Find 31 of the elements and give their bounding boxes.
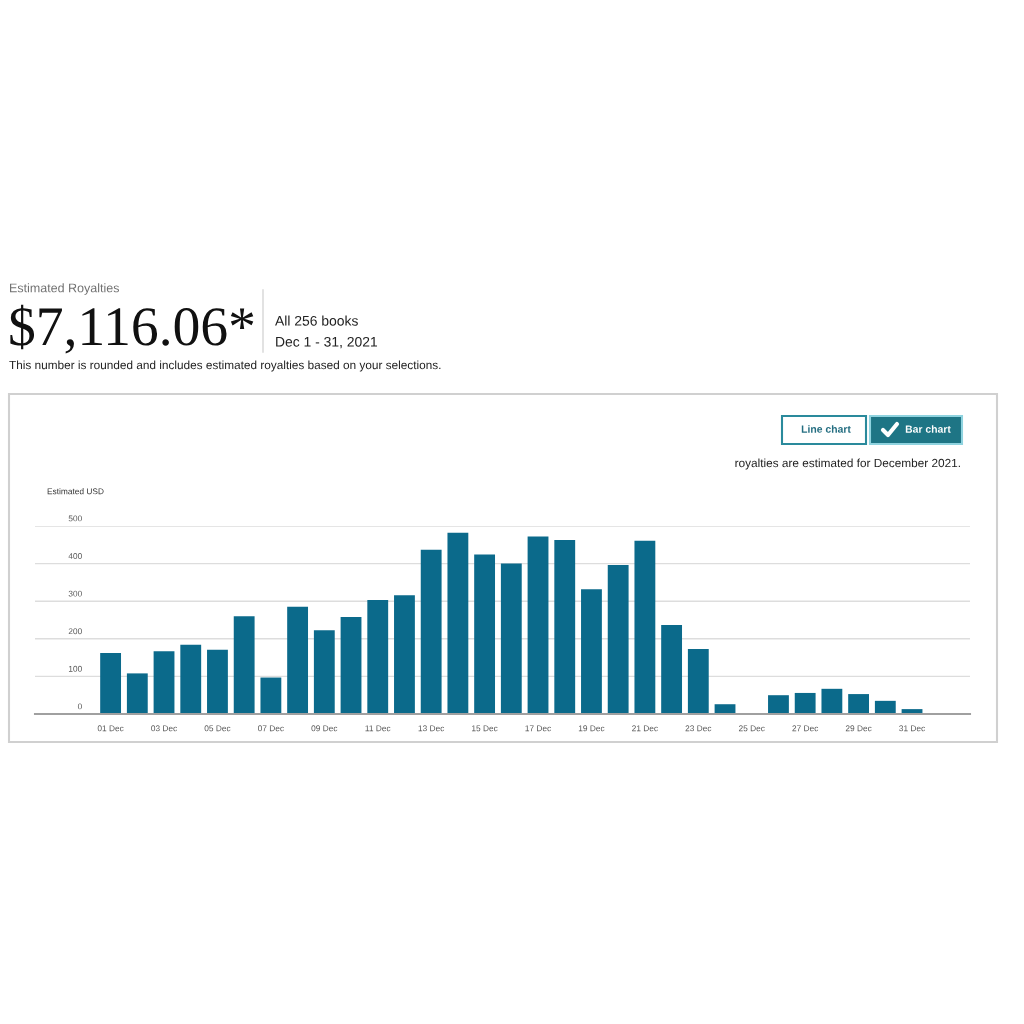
x-tick-label: 03 Dec <box>151 725 178 732</box>
y-axis-title: Estimated USD <box>47 488 104 495</box>
x-tick-label: 11 Dec <box>365 725 391 732</box>
x-tick-label: 13 Dec <box>418 725 445 732</box>
text: All 256 books <box>275 315 358 326</box>
x-tick-label: 27 Dec <box>792 725 819 732</box>
text: Line chart <box>801 425 851 433</box>
x-tick-label: 15 Dec <box>472 725 498 732</box>
text: This number is rounded and includes estimated royalties based on your selections. <box>9 360 441 372</box>
chart-title: $7,116.06* <box>10 304 254 354</box>
x-tick-label: 21 Dec <box>632 725 658 732</box>
x-tick-label: 17 Dec <box>525 725 552 732</box>
chart-subtitle: Estimated Royalties <box>10 283 120 295</box>
x-tick-label: 01 Dec <box>97 725 124 732</box>
y-tick-label: 500 <box>68 515 82 522</box>
x-tick-label: 07 Dec <box>258 725 284 732</box>
x-tick-label: 25 Dec <box>738 725 765 732</box>
y-tick-label: 300 <box>68 590 82 597</box>
text: Bar chart <box>905 425 951 433</box>
x-tick-label: 29 Dec <box>845 725 872 732</box>
text: royalties are estimated for December 2021. <box>735 458 960 470</box>
y-tick-label: 0 <box>77 703 82 710</box>
y-tick-label: 100 <box>68 665 82 672</box>
x-tick-label: 05 Dec <box>204 725 231 732</box>
x-tick-label: 31 Dec <box>899 725 926 732</box>
x-tick-label: 19 Dec <box>578 725 605 732</box>
x-tick-label: 09 Dec <box>311 725 338 732</box>
text: Dec 1 - 31, 2021 <box>276 336 378 349</box>
x-tick-label: 23 Dec <box>685 725 712 732</box>
y-tick-label: 200 <box>68 628 82 635</box>
y-tick-label: 400 <box>68 553 82 559</box>
